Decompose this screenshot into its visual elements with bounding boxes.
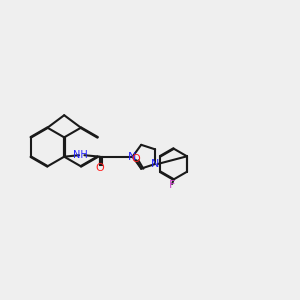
Text: O: O <box>95 163 104 173</box>
Text: F: F <box>169 180 175 190</box>
Text: NH: NH <box>73 150 88 160</box>
Text: N: N <box>128 152 137 162</box>
Text: O: O <box>131 154 140 164</box>
Text: N: N <box>151 159 159 169</box>
